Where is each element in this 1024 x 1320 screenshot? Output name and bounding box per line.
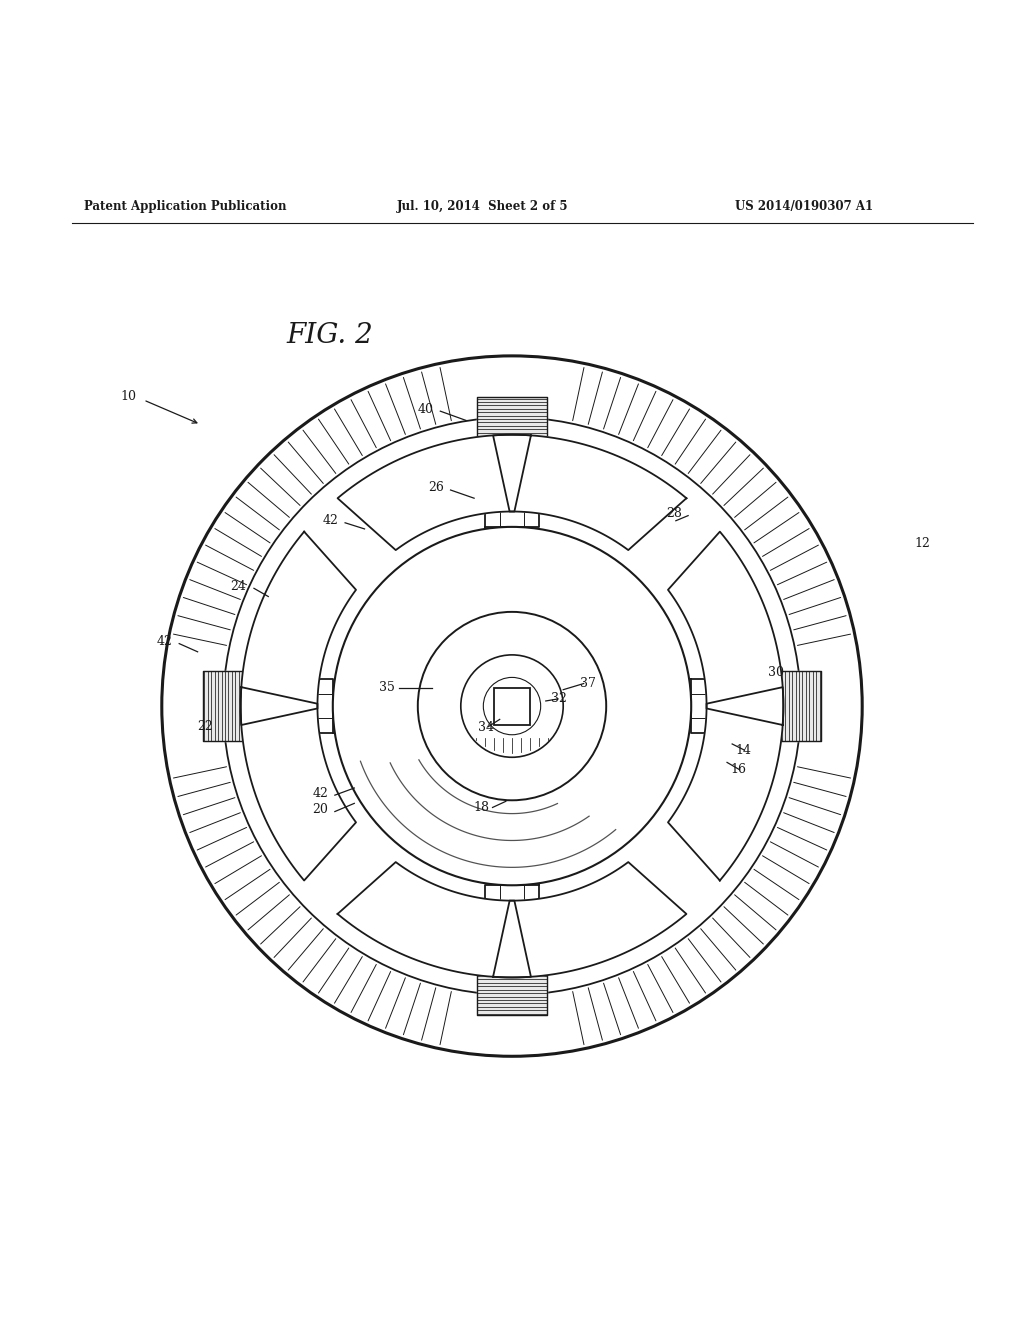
Circle shape	[461, 655, 563, 758]
Polygon shape	[203, 672, 244, 741]
Text: 35: 35	[379, 681, 395, 694]
Text: Jul. 10, 2014  Sheet 2 of 5: Jul. 10, 2014 Sheet 2 of 5	[397, 201, 568, 214]
Text: 42: 42	[157, 635, 173, 648]
Polygon shape	[338, 434, 530, 550]
Polygon shape	[477, 974, 547, 1015]
Polygon shape	[241, 688, 356, 880]
Text: US 2014/0190307 A1: US 2014/0190307 A1	[735, 201, 873, 214]
Polygon shape	[691, 680, 788, 733]
Text: 14: 14	[735, 743, 752, 756]
Text: 26: 26	[428, 482, 444, 495]
Text: 22: 22	[198, 721, 213, 733]
Polygon shape	[485, 429, 539, 527]
Polygon shape	[338, 862, 530, 977]
Text: 42: 42	[323, 515, 339, 527]
Circle shape	[162, 356, 862, 1056]
Polygon shape	[485, 886, 539, 982]
Circle shape	[418, 612, 606, 800]
Polygon shape	[780, 672, 821, 741]
Polygon shape	[494, 434, 686, 550]
Polygon shape	[668, 532, 783, 725]
Text: FIG. 2: FIG. 2	[287, 322, 374, 348]
Polygon shape	[477, 397, 547, 438]
Text: 24: 24	[230, 579, 247, 593]
Text: 32: 32	[551, 693, 567, 705]
Polygon shape	[241, 532, 356, 725]
Text: 40: 40	[418, 403, 434, 416]
Circle shape	[333, 527, 691, 886]
Polygon shape	[494, 862, 686, 977]
Text: 34: 34	[478, 721, 495, 734]
Text: 16: 16	[730, 763, 746, 776]
Polygon shape	[668, 688, 783, 880]
Text: 37: 37	[580, 677, 596, 690]
Text: 30: 30	[768, 665, 784, 678]
Text: 42: 42	[312, 787, 329, 800]
Text: 10: 10	[121, 391, 137, 404]
Text: Patent Application Publication: Patent Application Publication	[84, 201, 287, 214]
Polygon shape	[494, 688, 530, 725]
Text: 12: 12	[914, 537, 931, 549]
Text: 20: 20	[312, 803, 329, 816]
Text: 18: 18	[473, 801, 489, 814]
Text: 28: 28	[667, 507, 683, 520]
Polygon shape	[236, 680, 333, 733]
